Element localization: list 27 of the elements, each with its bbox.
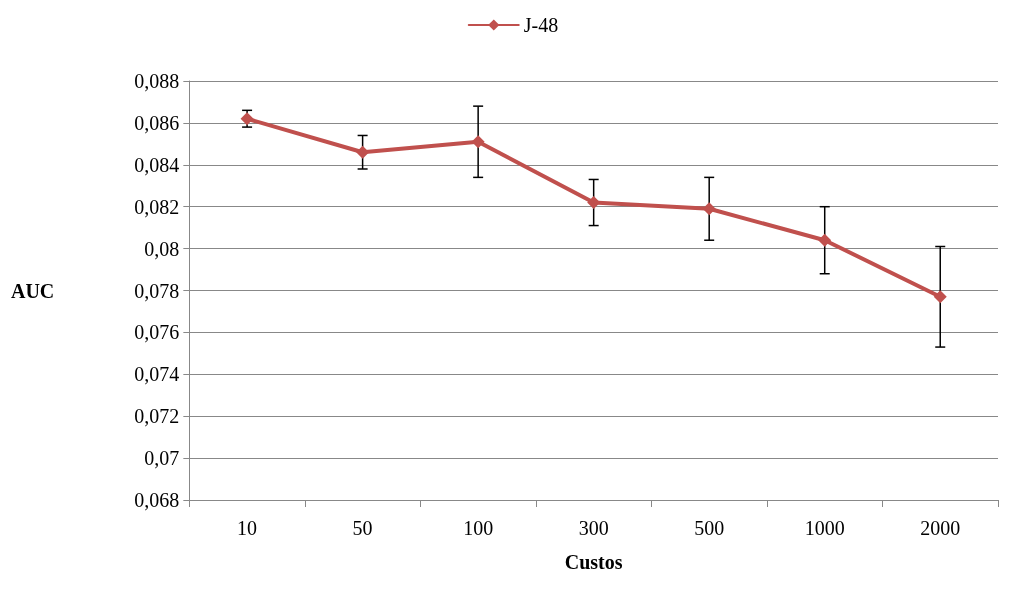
y-axis-title: AUC [10, 279, 55, 302]
point [471, 135, 485, 149]
point [818, 233, 832, 247]
point [356, 145, 370, 159]
point [933, 290, 947, 304]
y-tick-label: 0,074 [134, 363, 180, 386]
y-tick-label: 0,082 [134, 195, 180, 218]
x-tick-label: 50 [352, 517, 373, 539]
y-tick-label: 0,072 [134, 405, 180, 428]
y-tick-label: 0,088 [134, 70, 180, 92]
y-tick-label: 0,078 [134, 279, 180, 302]
legend-label: J-48 [523, 14, 559, 36]
y-tick-label: 0,076 [134, 321, 180, 344]
y-tick-label: 0,068 [134, 489, 180, 511]
y-tick-label: 0,08 [144, 237, 180, 260]
point [702, 202, 716, 216]
x-tick-label: 500 [694, 517, 725, 539]
x-tick-label: 1000 [804, 517, 845, 539]
x-tick-label: 2000 [920, 517, 961, 539]
point [587, 196, 601, 210]
y-tick-label: 0,084 [134, 153, 180, 176]
x-axis-title: Custos [564, 551, 623, 573]
x-tick-label: 300 [578, 517, 609, 539]
y-tick-label: 0,086 [134, 111, 180, 134]
x-tick-label: 100 [463, 517, 494, 539]
x-tick-label: 10 [237, 517, 258, 539]
y-tick-label: 0,07 [144, 447, 180, 470]
